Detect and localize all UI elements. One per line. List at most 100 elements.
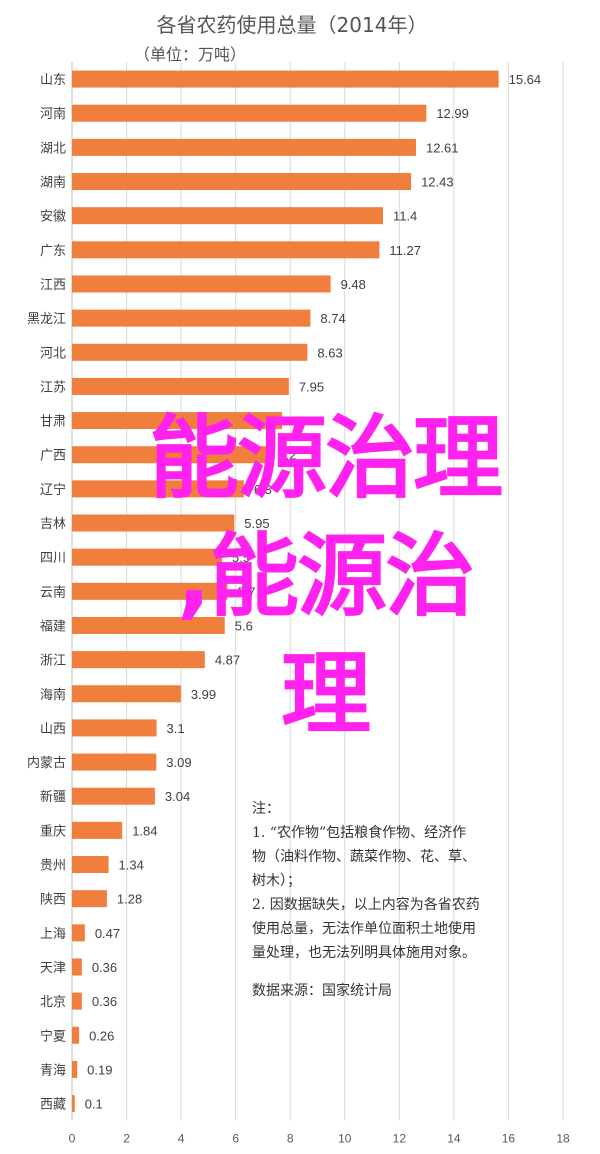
x-tick-label: 18	[556, 1132, 570, 1146]
value-label: 5.7	[237, 584, 255, 599]
note-line: 使用总量，无法作单位面积土地使用	[252, 921, 476, 937]
bar	[72, 446, 269, 464]
x-tick-label: 14	[447, 1132, 461, 1146]
note-line: 2. 因数据缺失，以上内容为各省农药	[252, 897, 480, 913]
bar	[72, 1060, 78, 1078]
note-heading: 注：	[252, 801, 280, 817]
value-label: 3.1	[167, 721, 185, 736]
value-label: 3.04	[165, 789, 190, 804]
bar	[72, 173, 412, 191]
value-label: 12.99	[436, 106, 469, 121]
x-tick-label: 16	[502, 1132, 516, 1146]
bar	[72, 992, 82, 1010]
bars	[72, 70, 499, 1113]
value-label: 11.4	[393, 209, 417, 224]
category-label: 新疆	[40, 789, 66, 805]
overlay-line-3: 理	[281, 642, 371, 747]
x-tick-label: 10	[338, 1132, 352, 1146]
bar	[72, 377, 289, 395]
bar	[72, 275, 331, 293]
value-label: 9.48	[341, 277, 366, 292]
value-label: 0.36	[92, 994, 117, 1009]
bar	[72, 70, 499, 88]
bar	[72, 548, 223, 566]
category-label: 西藏	[40, 1098, 66, 1113]
value-label: 0.36	[92, 960, 117, 975]
category-label: 福建	[40, 619, 66, 634]
value-label: 3.99	[191, 687, 216, 702]
value-label: 1.34	[119, 858, 144, 873]
value-label: 5.6	[235, 618, 253, 633]
category-label: 河南	[40, 106, 66, 122]
bar	[72, 719, 157, 737]
gridlines	[126, 62, 564, 1121]
chart-subtitle: （单位：万吨）	[134, 45, 246, 64]
category-label: 甘肃	[40, 415, 66, 430]
category-label: 广西	[40, 449, 66, 464]
category-label: 湖南	[40, 175, 66, 191]
category-label: 浙江	[40, 654, 66, 669]
category-label: 黑龙江	[27, 312, 66, 327]
bar	[72, 651, 205, 669]
value-label: 0.26	[89, 1028, 114, 1043]
note-line: 树木）；	[252, 873, 301, 889]
value-label: 0.19	[87, 1062, 112, 1077]
value-label: 12.43	[421, 175, 454, 190]
bar	[72, 890, 107, 908]
bar	[72, 1026, 80, 1044]
data-source: 数据来源：国家统计局	[252, 983, 392, 999]
value-labels: 15.64 12.99 12.61 12.43 11.4 11.27 9.48 8.74 8.6…	[85, 72, 541, 1112]
category-label: 云南	[40, 584, 66, 600]
category-labels: 山东河南湖北湖南安徽广东江西黑龙江河北江苏甘肃广西辽宁吉林四川云南福建浙江海南山…	[27, 73, 66, 1113]
value-label: 12.61	[426, 140, 459, 155]
overlay-line-2: ,能源治	[176, 524, 475, 629]
overlay-text: 能源治理 ,能源治 理	[50, 400, 600, 754]
value-label: 8.63	[317, 345, 342, 360]
value-label: 6.3	[254, 482, 272, 497]
note-line: 物（油料作物、蔬菜作物、花、草、	[252, 849, 476, 865]
category-label: 湖北	[40, 141, 66, 156]
bar	[72, 309, 311, 327]
value-label: 0.1	[85, 1097, 103, 1112]
category-label: 山东	[40, 73, 66, 88]
category-label: 重庆	[40, 823, 66, 839]
category-label: 江西	[40, 278, 66, 293]
bar	[72, 1095, 75, 1113]
x-tick-label: 2	[123, 1132, 130, 1146]
category-label: 江苏	[40, 379, 66, 395]
category-label: 四川	[40, 551, 66, 566]
category-label: 宁夏	[40, 1028, 66, 1044]
bar	[72, 958, 82, 976]
value-label: 8.74	[320, 311, 345, 326]
category-label: 天津	[40, 961, 66, 976]
category-label: 海南	[40, 687, 66, 703]
value-label: 7.95	[299, 379, 324, 394]
category-label: 广东	[40, 244, 66, 259]
category-label: 山西	[40, 722, 66, 737]
bar	[72, 104, 427, 122]
bar	[72, 138, 416, 156]
category-label: 陕西	[40, 893, 66, 908]
x-tick-label: 6	[232, 1132, 239, 1146]
category-label: 上海	[40, 927, 66, 942]
category-label: 河北	[40, 346, 66, 361]
bar	[72, 207, 383, 225]
bar	[72, 412, 283, 430]
value-label: 5.95	[244, 516, 269, 531]
x-tick-label: 0	[69, 1132, 76, 1146]
bar	[72, 821, 123, 839]
category-label: 贵州	[40, 859, 66, 874]
x-tick-label: 8	[287, 1132, 294, 1146]
x-tick-labels: 0 2 4 6 8 10 12 14 16 18	[69, 1132, 570, 1146]
note-line: 1. “农作物”包括粮食作物、经济作	[252, 825, 467, 841]
x-tick-label: 12	[393, 1132, 407, 1146]
bar	[72, 514, 235, 532]
value-label: 1.28	[117, 892, 142, 907]
chart-note: 注： 1. “农作物”包括粮食作物、经济作 物（油料作物、蔬菜作物、花、草、 树…	[252, 797, 562, 1003]
value-label: 0.47	[95, 926, 120, 941]
value-label: 4.87	[215, 653, 240, 668]
bar	[72, 787, 155, 805]
bar	[72, 753, 157, 771]
category-label: 辽宁	[40, 482, 66, 498]
